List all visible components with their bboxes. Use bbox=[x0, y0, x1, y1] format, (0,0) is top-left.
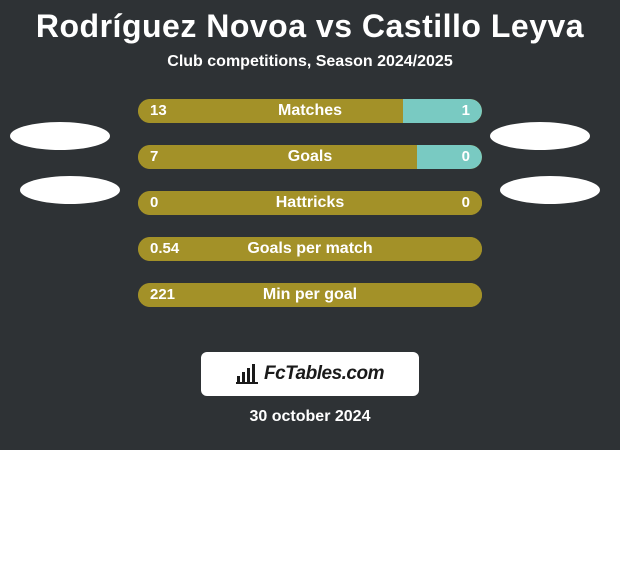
stat-bar-label: Goals bbox=[138, 145, 482, 169]
source-badge: FcTables.com bbox=[201, 352, 419, 396]
stats-area: 131Matches 70Goals 00Hattricks 0.54Goals pe… bbox=[0, 99, 620, 319]
stat-bars: 131Matches 70Goals 00Hattricks 0.54Goals pe… bbox=[138, 99, 482, 329]
stat-bar-row: 0.54Goals per match bbox=[138, 237, 482, 261]
stat-bar-row: 70Goals bbox=[138, 145, 482, 169]
source-badge-text: FcTables.com bbox=[264, 363, 384, 385]
subtitle: Club competitions, Season 2024/2025 bbox=[0, 53, 620, 71]
stat-bar-label: Min per goal bbox=[138, 283, 482, 307]
page-title: Rodríguez Novoa vs Castillo Leyva bbox=[0, 0, 620, 45]
footer-date: 30 october 2024 bbox=[0, 408, 620, 426]
comparison-card: Rodríguez Novoa vs Castillo Leyva Club c… bbox=[0, 0, 620, 450]
stat-bar-row: 00Hattricks bbox=[138, 191, 482, 215]
stat-bar-label: Hattricks bbox=[138, 191, 482, 215]
stat-bar-row: 131Matches bbox=[138, 99, 482, 123]
stat-bar-row: 221Min per goal bbox=[138, 283, 482, 307]
stat-bar-label: Matches bbox=[138, 99, 482, 123]
bar-chart-icon bbox=[236, 364, 258, 384]
stat-bar-label: Goals per match bbox=[138, 237, 482, 261]
